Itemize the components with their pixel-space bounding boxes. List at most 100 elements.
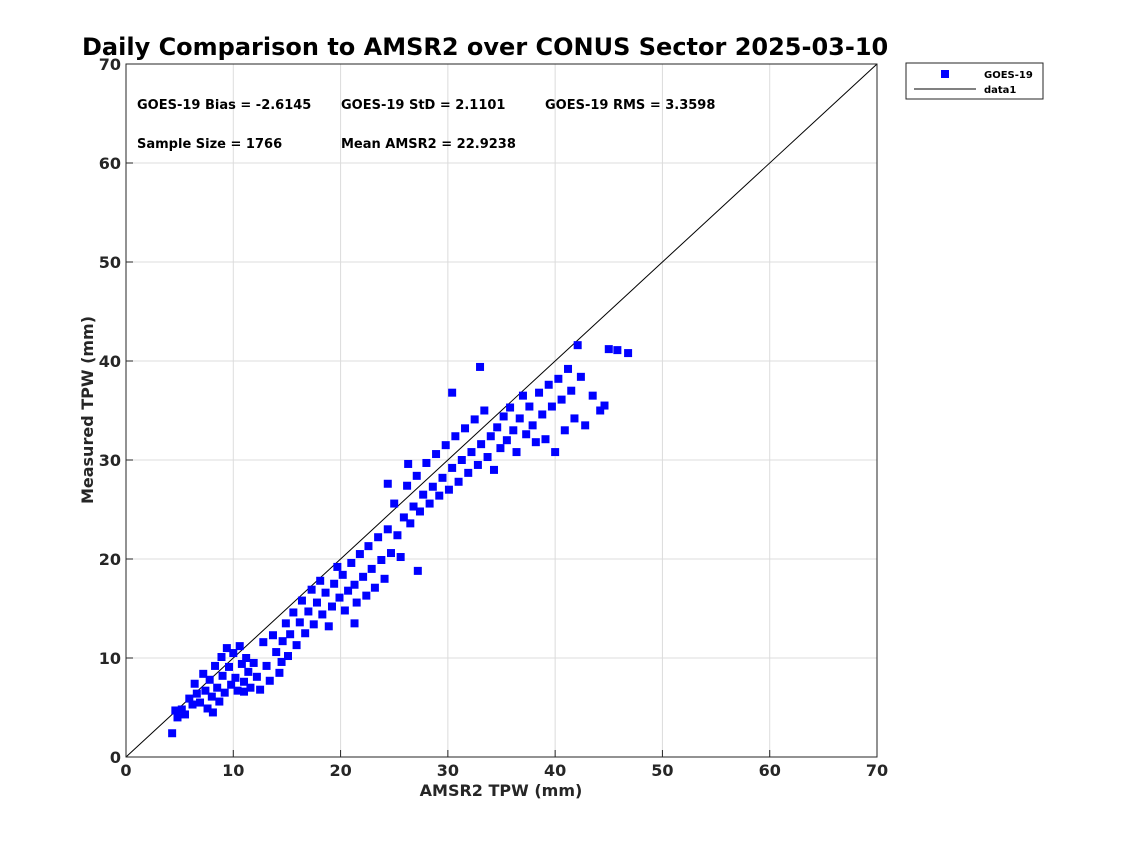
data-point xyxy=(281,619,290,628)
data-point xyxy=(307,585,316,594)
data-point xyxy=(457,456,466,464)
x-tick-label: 30 xyxy=(437,761,459,780)
data-point xyxy=(312,598,321,607)
tick-labels: 0 10 20 30 40 50 60 70 0 10 20 30 40 50 60 70 xyxy=(99,55,888,780)
data-point xyxy=(292,641,301,650)
data-point xyxy=(333,562,342,571)
data-point xyxy=(330,579,339,588)
data-point xyxy=(499,412,508,421)
data-point xyxy=(496,444,505,453)
data-point xyxy=(554,374,563,383)
data-point xyxy=(362,591,371,600)
data-point xyxy=(522,430,531,439)
data-point xyxy=(237,659,246,668)
data-point xyxy=(428,482,437,491)
data-point xyxy=(448,388,457,397)
data-point xyxy=(278,637,287,646)
data-point xyxy=(525,402,534,411)
data-point xyxy=(544,380,553,389)
data-point xyxy=(480,406,489,415)
annotation-rms: GOES-19 RMS = 3.3598 xyxy=(545,98,715,113)
data-point xyxy=(240,687,249,696)
data-point xyxy=(231,673,240,682)
data-point xyxy=(304,607,313,616)
data-point xyxy=(444,485,453,494)
data-point xyxy=(222,644,231,653)
data-point xyxy=(438,473,447,482)
series-goes19-points xyxy=(168,341,633,738)
data-point xyxy=(531,438,540,447)
data-point xyxy=(171,706,180,715)
data-point xyxy=(321,588,330,597)
x-tick-label: 70 xyxy=(866,761,888,780)
data-point xyxy=(390,499,399,508)
data-point xyxy=(528,421,537,430)
data-point xyxy=(244,667,253,676)
data-point xyxy=(573,341,582,350)
data-point xyxy=(461,424,470,433)
data-point xyxy=(335,593,344,602)
data-point xyxy=(355,550,364,559)
annotation-mean-amsr2: Mean AMSR2 = 22.9238 xyxy=(341,137,516,152)
x-tick-label: 60 xyxy=(759,761,781,780)
data-point xyxy=(422,458,431,467)
data-point xyxy=(509,426,518,435)
data-point xyxy=(215,697,224,706)
data-point xyxy=(570,414,579,423)
data-point xyxy=(454,477,463,486)
data-point xyxy=(393,531,402,540)
data-point xyxy=(268,631,277,640)
y-tick-label: 60 xyxy=(99,154,121,173)
data-point xyxy=(347,558,356,567)
data-point xyxy=(249,658,258,667)
data-point xyxy=(217,653,226,662)
data-point xyxy=(272,648,281,657)
data-point xyxy=(506,403,515,412)
data-point xyxy=(190,679,199,688)
data-point xyxy=(284,652,293,661)
data-point xyxy=(185,694,194,703)
data-point xyxy=(489,465,498,474)
data-point xyxy=(318,610,327,619)
data-point xyxy=(551,448,560,457)
data-point xyxy=(451,432,460,441)
data-point xyxy=(350,580,359,589)
data-point xyxy=(188,700,197,709)
data-point xyxy=(383,479,392,488)
data-point xyxy=(207,692,216,701)
data-point xyxy=(181,710,190,719)
data-point xyxy=(538,410,547,419)
data-point xyxy=(564,364,573,373)
y-axis-label: Measured TPW (mm) xyxy=(78,316,97,504)
data-point xyxy=(374,533,383,542)
data-point xyxy=(199,669,208,678)
data-point xyxy=(541,435,550,444)
data-point xyxy=(173,713,182,722)
data-point xyxy=(464,468,473,477)
data-point xyxy=(581,421,590,430)
data-point xyxy=(367,564,376,573)
data-point xyxy=(316,576,325,585)
data-point xyxy=(224,662,233,671)
data-point xyxy=(344,586,353,595)
data-point xyxy=(567,386,576,395)
data-point xyxy=(560,426,569,435)
data-point xyxy=(205,675,214,684)
data-point xyxy=(613,346,622,355)
annotation-std: GOES-19 StD = 2.1101 xyxy=(341,98,505,113)
data-point xyxy=(470,415,479,424)
data-point xyxy=(340,606,349,615)
data-point xyxy=(309,620,318,629)
data-point xyxy=(350,619,359,628)
x-axis-label: AMSR2 TPW (mm) xyxy=(420,781,583,800)
data-point xyxy=(535,388,544,397)
data-point xyxy=(448,463,457,472)
data-point xyxy=(415,507,424,516)
data-point xyxy=(168,729,177,738)
data-point xyxy=(246,683,255,692)
data-point xyxy=(211,661,220,670)
data-point xyxy=(435,491,444,500)
series-data1-line xyxy=(125,63,878,758)
data-point xyxy=(596,406,605,415)
